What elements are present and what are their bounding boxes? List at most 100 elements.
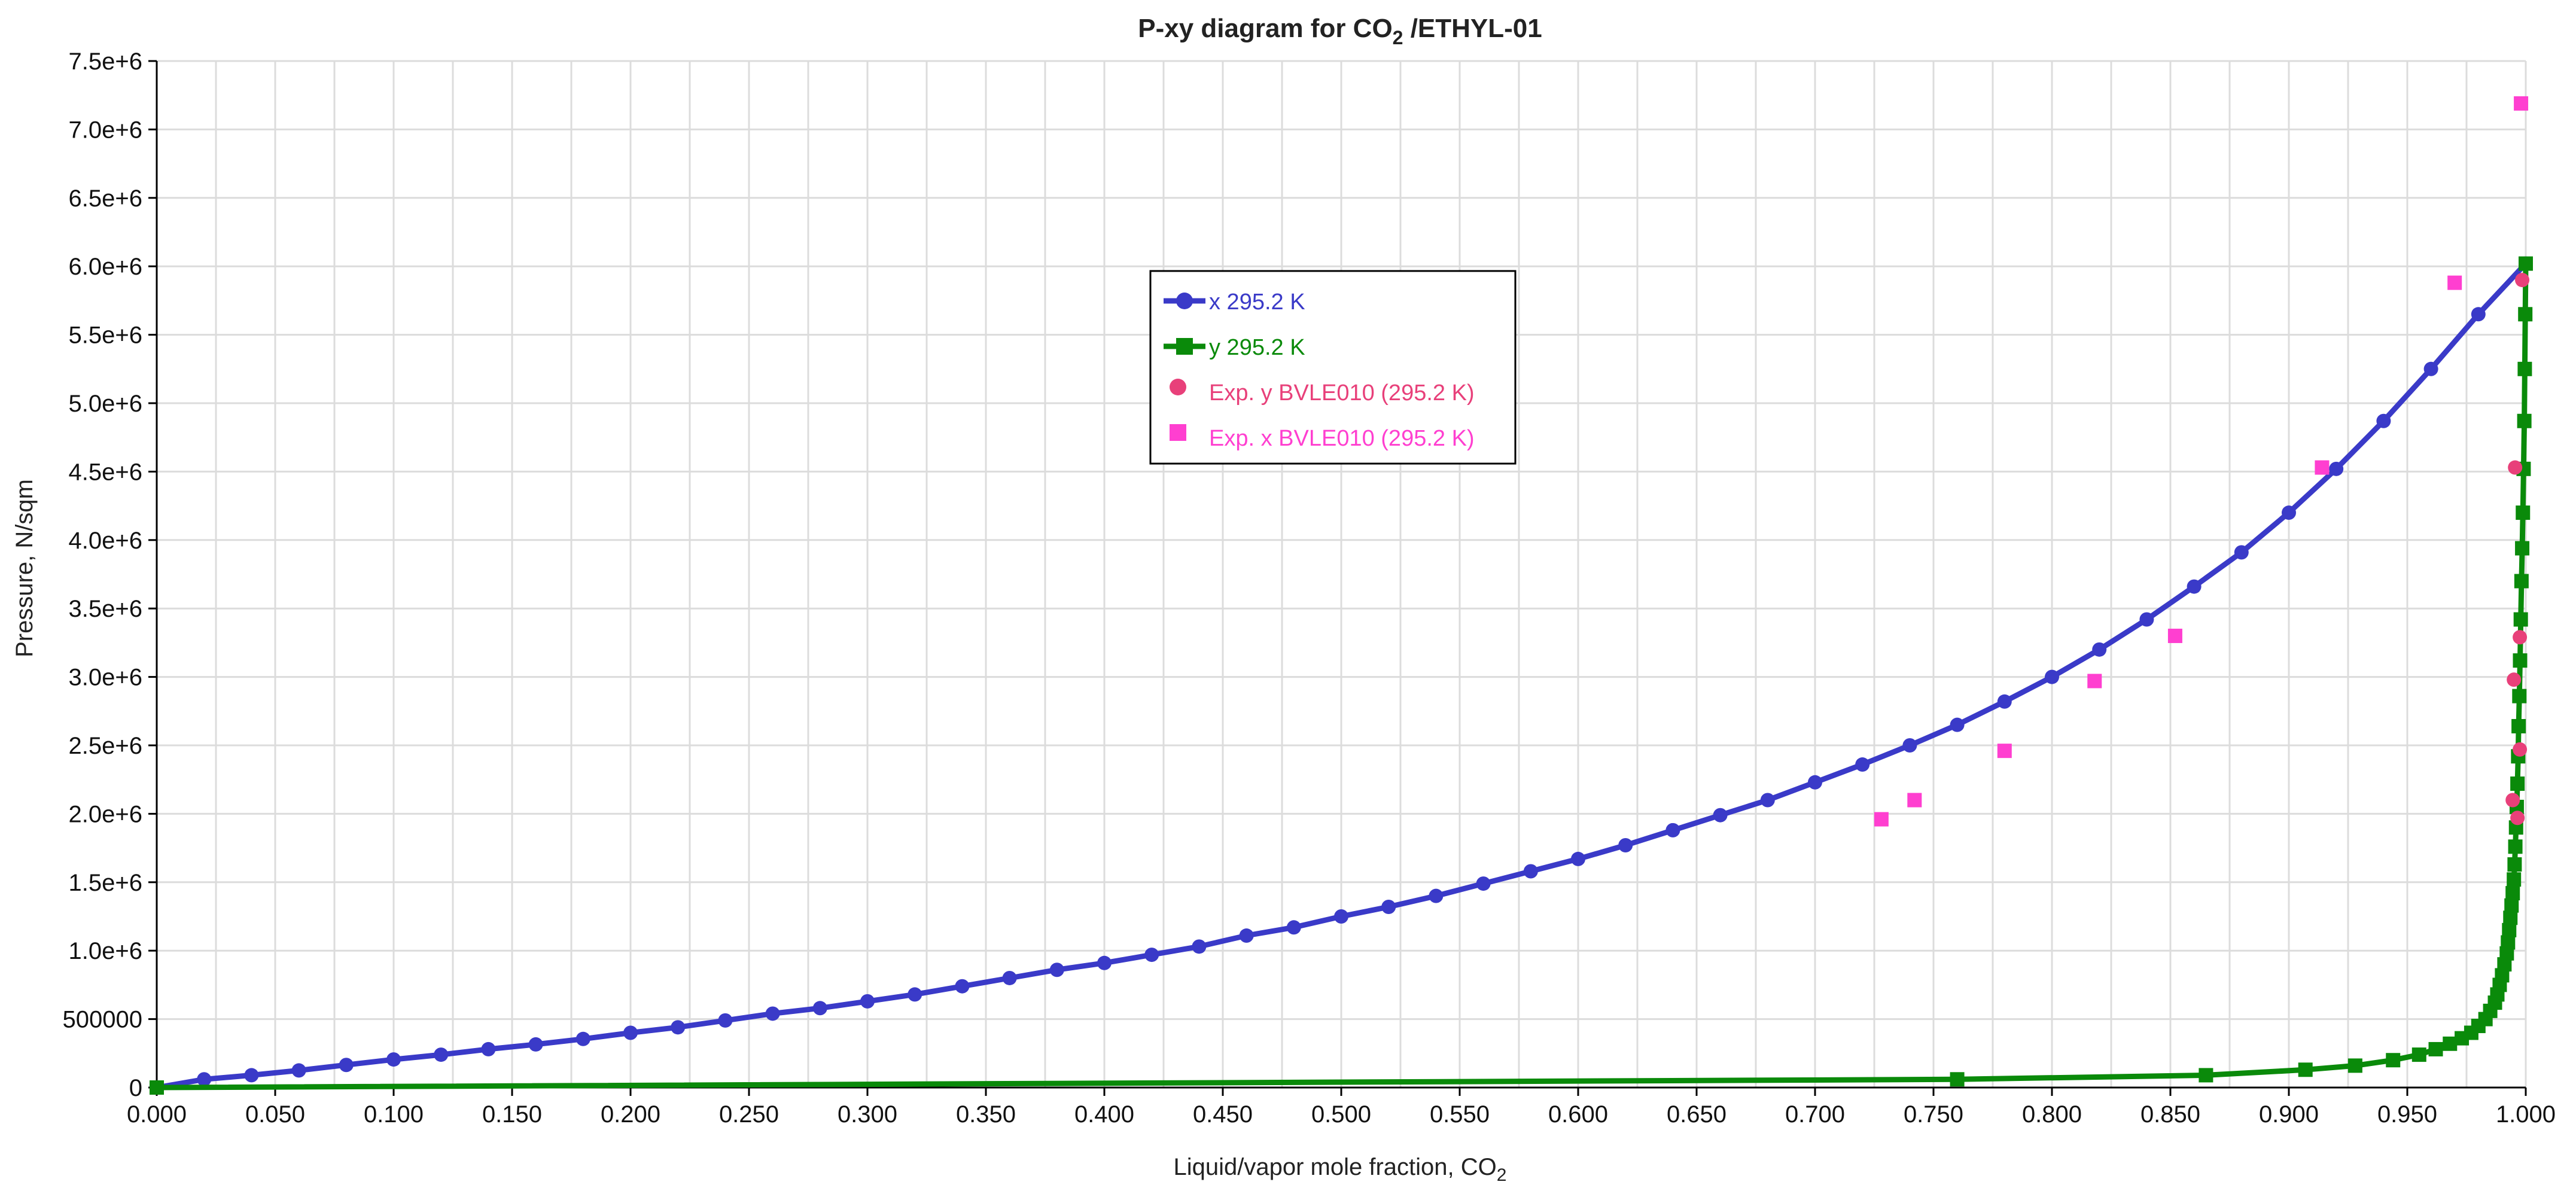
data-point	[718, 1013, 733, 1028]
legend-item: Exp. y BVLE010 (295.2 K)	[1170, 379, 1475, 406]
x-tick-label: 0.250	[719, 1101, 779, 1128]
y-tick-label: 6.0e+6	[69, 254, 142, 280]
data-point	[1381, 899, 1396, 914]
legend-item: y 295.2 K	[1164, 335, 1305, 360]
data-point	[1144, 948, 1159, 963]
data-point	[2514, 96, 2529, 111]
legend-item: Exp. x BVLE010 (295.2 K)	[1170, 424, 1475, 451]
data-point	[2386, 1053, 2401, 1068]
x-tick-label: 0.400	[1074, 1101, 1134, 1128]
y-tick-label: 7.0e+6	[69, 117, 142, 143]
x-tick-label: 0.950	[2377, 1101, 2437, 1128]
y-tick-label: 2.5e+6	[69, 733, 142, 759]
data-point	[812, 1001, 827, 1016]
data-point	[2428, 1041, 2443, 1056]
x-tick-label: 0.500	[1311, 1101, 1371, 1128]
data-point	[2187, 579, 2202, 594]
data-point	[2502, 922, 2517, 937]
data-point	[2513, 612, 2528, 627]
chart-title-subscript: 2	[1393, 27, 1403, 48]
y-axis-title: Pressure, N/sqm	[11, 479, 38, 657]
data-point	[1907, 793, 1922, 808]
x-tick-label: 0.450	[1193, 1101, 1253, 1128]
data-point	[1950, 717, 1965, 732]
data-point	[2517, 361, 2532, 376]
y-tick-label: 7.5e+6	[69, 48, 142, 75]
data-point	[2508, 839, 2523, 854]
data-point	[765, 1006, 780, 1021]
y-tick-label: 500000	[63, 1007, 142, 1033]
data-point	[955, 979, 970, 994]
chart-title: P-xy diagram for CO2 /ETHYL-01	[1138, 14, 1542, 48]
data-point	[1523, 864, 1538, 879]
data-point	[1665, 823, 1680, 837]
x-tick-label: 0.300	[838, 1101, 897, 1128]
data-point	[2471, 307, 2486, 322]
grid	[156, 60, 2527, 1089]
series-3	[1874, 96, 2529, 827]
data-point	[576, 1031, 590, 1046]
data-point	[2092, 642, 2107, 657]
data-point	[481, 1041, 496, 1056]
data-point	[197, 1072, 212, 1087]
data-point	[1192, 939, 1207, 954]
data-point	[150, 1080, 164, 1095]
data-point	[1874, 812, 1889, 827]
legend-label: Exp. y BVLE010 (295.2 K)	[1209, 380, 1475, 406]
y-tick-label: 5.5e+6	[69, 322, 142, 349]
data-point	[1002, 970, 1017, 985]
x-tick-label: 0.100	[364, 1101, 424, 1128]
data-point	[1997, 744, 2012, 759]
data-point	[2376, 413, 2391, 428]
y-tick-labels: 0 500000 1.0e+6 1.5e+6 2.0e+6 2.5e+6 3.0e+6 3.5…	[63, 48, 142, 1101]
data-point	[2515, 273, 2530, 288]
data-point	[2329, 461, 2344, 476]
x-tick-label: 0.700	[1785, 1101, 1845, 1128]
y-tick-label: 3.0e+6	[69, 665, 142, 691]
y-tick-label: 3.5e+6	[69, 596, 142, 622]
y-tick-label: 0	[129, 1075, 142, 1101]
data-point	[339, 1058, 354, 1073]
data-point	[2507, 857, 2522, 872]
data-point	[2518, 307, 2533, 322]
data-point	[2199, 1068, 2213, 1083]
y-tick-label: 1.0e+6	[69, 938, 142, 964]
data-point	[2511, 718, 2526, 733]
legend-swatch-marker	[1176, 338, 1193, 355]
data-point	[291, 1063, 306, 1078]
data-point	[1808, 775, 1822, 790]
data-point	[2513, 742, 2528, 757]
x-tick-label: 0.550	[1430, 1101, 1490, 1128]
data-point	[2411, 1047, 2426, 1062]
x-tick-label: 0.000	[127, 1101, 187, 1128]
data-point	[2447, 275, 2462, 290]
data-point	[1713, 808, 1728, 823]
data-point	[2298, 1062, 2313, 1077]
data-point	[1902, 738, 1917, 753]
legend-label: y 295.2 K	[1209, 335, 1305, 360]
data-point	[2515, 541, 2530, 556]
data-point	[1429, 888, 1444, 903]
data-point	[386, 1052, 401, 1067]
data-point	[434, 1047, 449, 1062]
series-1	[150, 256, 2533, 1095]
data-point	[2423, 361, 2438, 376]
data-point	[2505, 793, 2520, 808]
data-point	[2234, 545, 2249, 560]
data-point	[2514, 574, 2529, 589]
data-point	[2513, 630, 2528, 645]
y-tick-label: 2.0e+6	[69, 801, 142, 827]
legend-box	[1149, 270, 1517, 465]
series-0	[150, 256, 2533, 1095]
data-point	[2347, 1058, 2362, 1073]
legend-swatch-marker	[1170, 424, 1186, 441]
data-point	[1950, 1072, 1965, 1087]
x-tick-label: 0.050	[245, 1101, 305, 1128]
data-point	[2503, 910, 2518, 925]
data-point	[1855, 757, 1870, 772]
data-point	[1239, 928, 1254, 943]
data-point	[2513, 653, 2528, 668]
legend-item: x 295.2 K	[1164, 290, 1305, 315]
y-tick-label: 5.0e+6	[69, 391, 142, 417]
